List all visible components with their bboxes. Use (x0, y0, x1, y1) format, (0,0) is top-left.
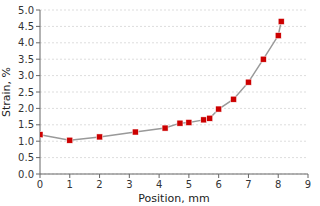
data-point (132, 129, 138, 135)
data-point (67, 137, 73, 143)
x-tick (308, 174, 309, 178)
y-tick (36, 75, 40, 76)
y-tick-label: 3.5 (18, 54, 34, 65)
y-tick-label: 1.5 (18, 119, 34, 130)
grid-line (40, 10, 308, 11)
data-point (260, 56, 266, 62)
y-axis-label: Strain, % (0, 67, 13, 117)
x-tick-label: 3 (126, 179, 132, 190)
y-tick-label: 5.0 (18, 5, 34, 16)
grid-line (40, 157, 308, 158)
x-tick-label: 5 (186, 179, 192, 190)
y-tick-label: 1.0 (18, 136, 34, 147)
y-tick-label: 2.5 (18, 87, 34, 98)
grid-line (40, 92, 308, 93)
y-tick-label: 2.0 (18, 103, 34, 114)
data-point (97, 134, 103, 140)
data-point (245, 79, 251, 85)
data-point (162, 125, 168, 131)
data-point (216, 106, 222, 112)
y-tick (36, 108, 40, 109)
grid-line (40, 59, 308, 60)
y-tick (36, 59, 40, 60)
y-axis-line (40, 10, 41, 174)
x-tick-label: 8 (275, 179, 281, 190)
y-tick (36, 174, 40, 175)
data-point (207, 115, 213, 121)
x-tick (188, 174, 189, 178)
x-tick (40, 174, 41, 178)
x-tick (278, 174, 279, 178)
data-line (40, 21, 281, 140)
y-tick (36, 157, 40, 158)
grid-line (40, 75, 308, 76)
x-axis-line (40, 174, 308, 175)
data-group (40, 18, 284, 143)
grid-line (40, 108, 308, 109)
y-tick (36, 141, 40, 142)
x-tick-label: 7 (245, 179, 251, 190)
x-tick (69, 174, 70, 178)
axes: 0.0 0.5 1.0 1.5 2.0 2.5 3.0 3.5 4.0 4.5 5.0 0 1 2 3 4 5 6… (18, 5, 311, 191)
y-tick (36, 26, 40, 27)
x-tick (218, 174, 219, 178)
x-tick (248, 174, 249, 178)
x-axis-label: Position, mm (138, 192, 209, 205)
y-tick (36, 92, 40, 93)
x-tick (159, 174, 160, 178)
y-tick-label: 4.0 (18, 37, 34, 48)
grid-line (40, 26, 308, 27)
x-tick-label: 0 (37, 179, 43, 190)
x-tick-label: 9 (305, 179, 311, 190)
data-point (231, 96, 237, 102)
x-tick (99, 174, 100, 178)
y-tick (36, 42, 40, 43)
y-tick-label: 0.0 (18, 169, 34, 180)
chart-container: 0.0 0.5 1.0 1.5 2.0 2.5 3.0 3.5 4.0 4.5 5.0 0 1 2 3 4 5 6… (0, 0, 320, 206)
y-tick-label: 4.5 (18, 21, 34, 32)
grid (40, 10, 308, 174)
grid-line (40, 141, 308, 142)
plot-background (40, 10, 308, 174)
data-point (201, 117, 207, 123)
x-tick-label: 4 (156, 179, 162, 190)
x-tick-label: 6 (215, 179, 221, 190)
y-tick-label: 3.0 (18, 70, 34, 81)
y-tick (36, 124, 40, 125)
data-point (40, 132, 43, 138)
chart-svg: 0.0 0.5 1.0 1.5 2.0 2.5 3.0 3.5 4.0 4.5 5.0 0 1 2 3 4 5 6… (0, 0, 320, 206)
data-point (186, 120, 192, 126)
grid-line (40, 174, 308, 175)
data-point (177, 120, 183, 126)
data-point (275, 33, 281, 39)
y-tick-label: 0.5 (18, 152, 34, 163)
grid-line (40, 42, 308, 43)
data-point (278, 18, 284, 24)
x-tick (129, 174, 130, 178)
x-tick-label: 2 (96, 179, 102, 190)
y-tick (36, 10, 40, 11)
x-tick-label: 1 (67, 179, 73, 190)
